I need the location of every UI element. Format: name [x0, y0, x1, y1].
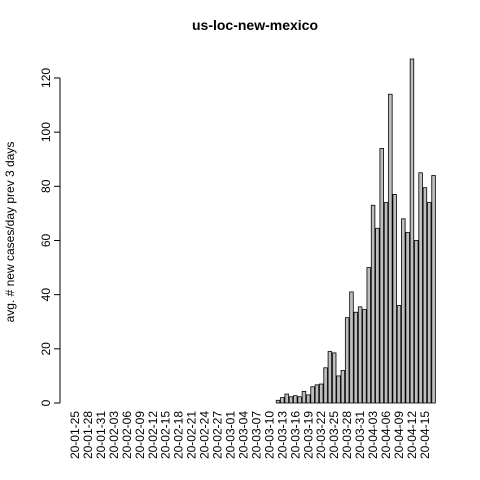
bar [431, 175, 436, 404]
bar [370, 204, 376, 404]
bar [319, 383, 324, 404]
x-tick-label: 20-03-25 [327, 411, 341, 459]
y-tick-label: 20 [39, 342, 53, 356]
x-tick-label: 20-03-16 [288, 411, 302, 459]
x-tick-label: 20-04-12 [405, 411, 419, 459]
bar [297, 396, 302, 404]
x-tick-label: 20-01-28 [81, 411, 95, 459]
x-tick-label: 20-01-25 [68, 411, 82, 459]
x-tick-label: 20-02-12 [146, 411, 160, 459]
bar [362, 309, 367, 404]
bar [379, 147, 384, 404]
bar [323, 367, 328, 404]
bar [418, 172, 423, 404]
x-tick-label: 20-02-06 [120, 411, 134, 459]
x-tick-label: 20-02-24 [198, 411, 212, 459]
y-axis-label: avg. # new cases/day prev 3 days [3, 142, 17, 323]
bar [293, 395, 298, 404]
x-tick-label: 20-04-15 [418, 411, 432, 459]
x-tick-label: 20-03-01 [224, 411, 238, 459]
bar [327, 351, 333, 404]
x-tick-label: 20-02-21 [185, 411, 199, 459]
bar [357, 306, 363, 404]
bar [366, 267, 371, 404]
bar [284, 393, 289, 404]
bar [344, 317, 350, 404]
x-tick-label: 20-03-19 [301, 411, 315, 459]
bar [288, 396, 294, 404]
x-tick-label: 20-03-28 [340, 411, 354, 459]
bar [310, 386, 315, 404]
y-tick-label: 60 [39, 233, 53, 247]
x-tick-label: 20-01-31 [94, 411, 108, 459]
x-tick-label: 20-03-10 [262, 411, 276, 459]
y-tick-label: 40 [39, 288, 53, 302]
x-tick-label: 20-03-31 [353, 411, 367, 459]
x-tick-label: 20-04-06 [379, 411, 393, 459]
bar [306, 394, 311, 404]
chart-title: us-loc-new-mexico [192, 17, 318, 33]
bar [414, 240, 419, 404]
x-tick-label: 20-04-03 [366, 411, 380, 459]
y-tick-label: 120 [39, 68, 53, 88]
bar [314, 384, 320, 404]
bar [409, 58, 415, 404]
bar [340, 370, 346, 404]
bar [422, 187, 428, 404]
x-tick-label: 20-02-03 [107, 411, 121, 459]
bar [383, 202, 389, 404]
y-tick-label: 80 [39, 179, 53, 193]
bar [353, 311, 358, 404]
bar [405, 231, 410, 404]
x-tick-label: 20-04-09 [392, 411, 406, 459]
bar [275, 399, 281, 404]
bar [336, 375, 341, 404]
bar [375, 227, 380, 404]
x-tick-label: 20-03-22 [314, 411, 328, 459]
bar [301, 390, 307, 404]
bar [427, 202, 432, 404]
x-tick-label: 20-02-18 [172, 411, 186, 459]
x-tick-label: 20-02-27 [211, 411, 225, 459]
y-tick-label: 100 [39, 122, 53, 142]
bar [388, 93, 393, 404]
x-tick-label: 20-03-07 [249, 411, 263, 459]
x-tick-label: 20-02-09 [133, 411, 147, 459]
x-tick-label: 20-02-15 [159, 411, 173, 459]
x-tick-label: 20-03-04 [236, 411, 250, 459]
bar [280, 397, 285, 404]
bar [392, 194, 397, 404]
bar [396, 305, 402, 404]
bar [331, 352, 337, 404]
bar [349, 291, 354, 404]
x-tick-label: 20-03-13 [275, 411, 289, 459]
y-tick-label: 0 [39, 399, 53, 406]
bar [401, 218, 406, 404]
